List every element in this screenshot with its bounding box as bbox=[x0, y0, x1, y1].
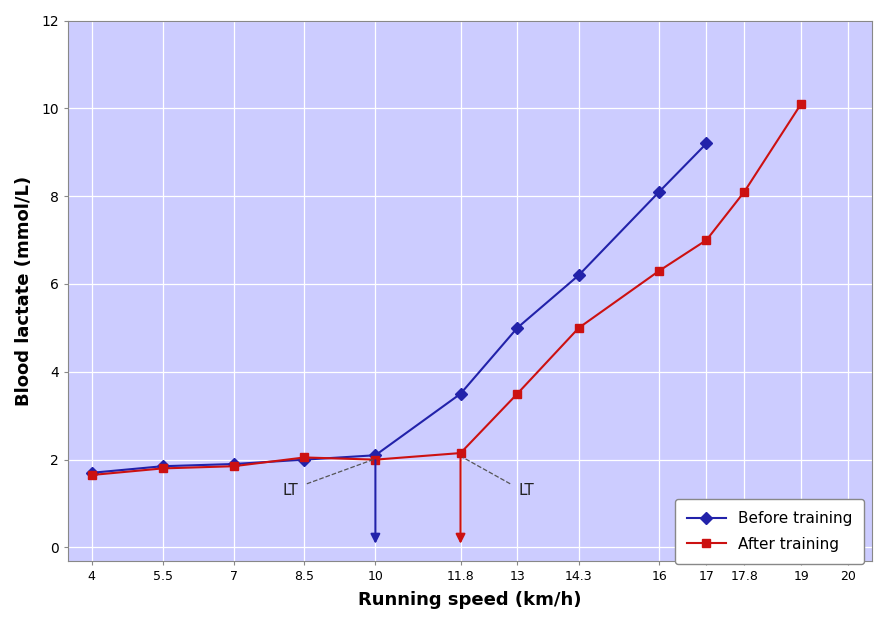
After training bbox=[455, 449, 465, 457]
Line: After training: After training bbox=[88, 100, 804, 479]
Before training bbox=[573, 271, 584, 279]
After training bbox=[228, 462, 238, 470]
Before training bbox=[700, 140, 711, 147]
After training bbox=[86, 471, 97, 479]
Before training bbox=[86, 469, 97, 477]
After training bbox=[299, 454, 309, 461]
After training bbox=[795, 100, 805, 108]
Before training bbox=[369, 452, 380, 459]
Before training bbox=[157, 462, 167, 470]
Line: Before training: Before training bbox=[88, 139, 710, 477]
Legend: Before training, After training: Before training, After training bbox=[674, 499, 863, 564]
After training bbox=[511, 390, 522, 397]
Text: LT: LT bbox=[518, 483, 534, 498]
Before training bbox=[653, 188, 664, 195]
After training bbox=[573, 324, 584, 331]
After training bbox=[369, 456, 380, 464]
After training bbox=[157, 465, 167, 472]
Before training bbox=[299, 456, 309, 464]
Text: LT: LT bbox=[282, 483, 298, 498]
Before training bbox=[511, 324, 522, 331]
After training bbox=[653, 267, 664, 275]
Before training bbox=[455, 390, 465, 397]
After training bbox=[738, 188, 749, 195]
Y-axis label: Blood lactate (mmol/L): Blood lactate (mmol/L) bbox=[15, 175, 33, 406]
X-axis label: Running speed (km/h): Running speed (km/h) bbox=[358, 591, 581, 609]
Before training bbox=[228, 461, 238, 468]
After training bbox=[700, 236, 711, 244]
